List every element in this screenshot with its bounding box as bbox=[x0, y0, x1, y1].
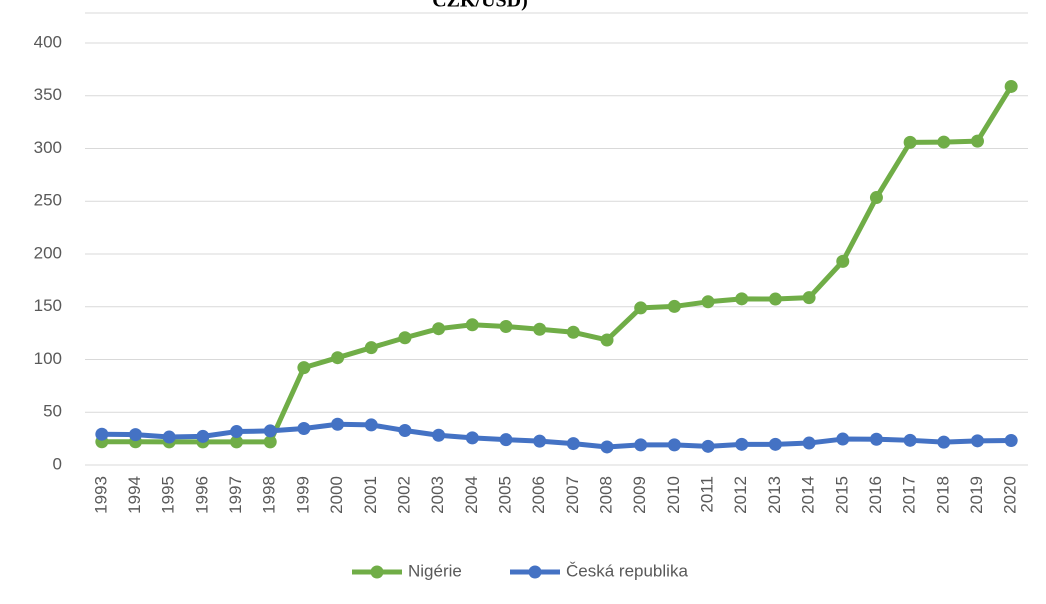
chart-title: CZK/USD) bbox=[432, 0, 528, 12]
data-point bbox=[768, 292, 782, 306]
x-tick-label: 2018 bbox=[933, 476, 952, 514]
data-point bbox=[263, 424, 277, 438]
data-point bbox=[331, 351, 345, 365]
data-point bbox=[667, 299, 681, 313]
x-tick-label: 2013 bbox=[765, 476, 784, 514]
x-tick-label: 2012 bbox=[731, 476, 750, 514]
data-point bbox=[970, 434, 984, 448]
data-point bbox=[465, 431, 479, 445]
data-point bbox=[1004, 79, 1018, 93]
data-point bbox=[903, 135, 917, 149]
data-point bbox=[331, 417, 345, 431]
y-tick-label: 350 bbox=[34, 85, 62, 104]
y-tick-label: 150 bbox=[34, 296, 62, 315]
x-tick-label: 2009 bbox=[630, 476, 649, 514]
x-tick-label: 2016 bbox=[866, 476, 885, 514]
x-tick-label: 1998 bbox=[260, 476, 279, 514]
data-point bbox=[432, 428, 446, 442]
data-point bbox=[566, 437, 580, 451]
data-point bbox=[701, 439, 715, 453]
data-point bbox=[634, 301, 648, 315]
data-point bbox=[129, 428, 143, 442]
data-point bbox=[196, 429, 210, 443]
x-tick-label: 2017 bbox=[900, 476, 919, 514]
data-point bbox=[533, 434, 547, 448]
x-tick-label: 2003 bbox=[428, 476, 447, 514]
x-tick-label: 2005 bbox=[495, 476, 514, 514]
series-line bbox=[101, 85, 1014, 445]
x-tick-label: 2010 bbox=[664, 476, 683, 514]
data-point bbox=[95, 427, 109, 441]
x-tick-label: 2001 bbox=[361, 476, 380, 514]
data-point bbox=[768, 437, 782, 451]
x-tick-label: 2007 bbox=[563, 476, 582, 514]
data-point bbox=[802, 436, 816, 450]
x-tick-label: 2020 bbox=[1001, 476, 1020, 514]
data-point bbox=[398, 424, 412, 438]
data-point bbox=[836, 432, 850, 446]
data-point bbox=[735, 437, 749, 451]
legend-label: Česká republika bbox=[566, 561, 688, 580]
data-point bbox=[297, 421, 311, 435]
data-point bbox=[701, 295, 715, 309]
data-point bbox=[263, 435, 277, 449]
x-tick-label: 1995 bbox=[159, 476, 178, 514]
data-point bbox=[937, 135, 951, 149]
x-tick-label: 2006 bbox=[529, 476, 548, 514]
data-point bbox=[802, 291, 816, 305]
x-tick-label: 2002 bbox=[394, 476, 413, 514]
data-point bbox=[398, 331, 412, 345]
data-point bbox=[869, 432, 883, 446]
data-point bbox=[970, 134, 984, 148]
data-point bbox=[1004, 434, 1018, 448]
data-point bbox=[566, 325, 580, 339]
data-point bbox=[600, 440, 614, 454]
data-point bbox=[162, 430, 176, 444]
data-point bbox=[533, 322, 547, 336]
data-point bbox=[634, 438, 648, 452]
y-tick-label: 250 bbox=[34, 191, 62, 210]
data-point bbox=[432, 322, 446, 336]
x-tick-label: 2000 bbox=[327, 476, 346, 514]
series-line bbox=[101, 421, 1012, 450]
data-point bbox=[465, 318, 479, 332]
x-tick-label: 1996 bbox=[192, 476, 211, 514]
data-point bbox=[499, 433, 513, 447]
data-point bbox=[667, 438, 681, 452]
x-tick-label: 1997 bbox=[226, 476, 245, 514]
y-tick-label: 0 bbox=[53, 454, 62, 473]
x-tick-label: 2004 bbox=[462, 476, 481, 514]
data-point bbox=[869, 191, 883, 205]
x-tick-label: 2015 bbox=[832, 476, 851, 514]
y-tick-label: 50 bbox=[43, 402, 62, 421]
data-point bbox=[499, 319, 513, 333]
x-tick-label: 2019 bbox=[967, 476, 986, 514]
legend-label: Nigérie bbox=[408, 561, 462, 580]
data-point bbox=[600, 333, 614, 347]
data-point bbox=[836, 254, 850, 268]
x-tick-label: 2014 bbox=[799, 476, 818, 514]
data-point bbox=[297, 361, 311, 375]
data-point bbox=[364, 341, 378, 355]
data-point bbox=[735, 292, 749, 306]
x-tick-label: 1999 bbox=[293, 476, 312, 514]
y-tick-label: 300 bbox=[34, 138, 62, 157]
y-tick-label: 100 bbox=[34, 349, 62, 368]
data-point bbox=[903, 433, 917, 447]
x-tick-label: 1993 bbox=[91, 476, 110, 514]
data-point bbox=[937, 435, 951, 449]
legend-marker bbox=[370, 565, 384, 579]
x-tick-label: 2011 bbox=[698, 476, 717, 513]
x-tick-label: 1994 bbox=[125, 476, 144, 514]
y-tick-label: 200 bbox=[34, 243, 62, 262]
data-point bbox=[230, 435, 244, 449]
x-tick-label: 2008 bbox=[597, 476, 616, 514]
data-point bbox=[364, 418, 378, 432]
legend-marker bbox=[528, 565, 542, 579]
data-point bbox=[230, 425, 244, 439]
y-tick-label: 400 bbox=[34, 32, 62, 51]
